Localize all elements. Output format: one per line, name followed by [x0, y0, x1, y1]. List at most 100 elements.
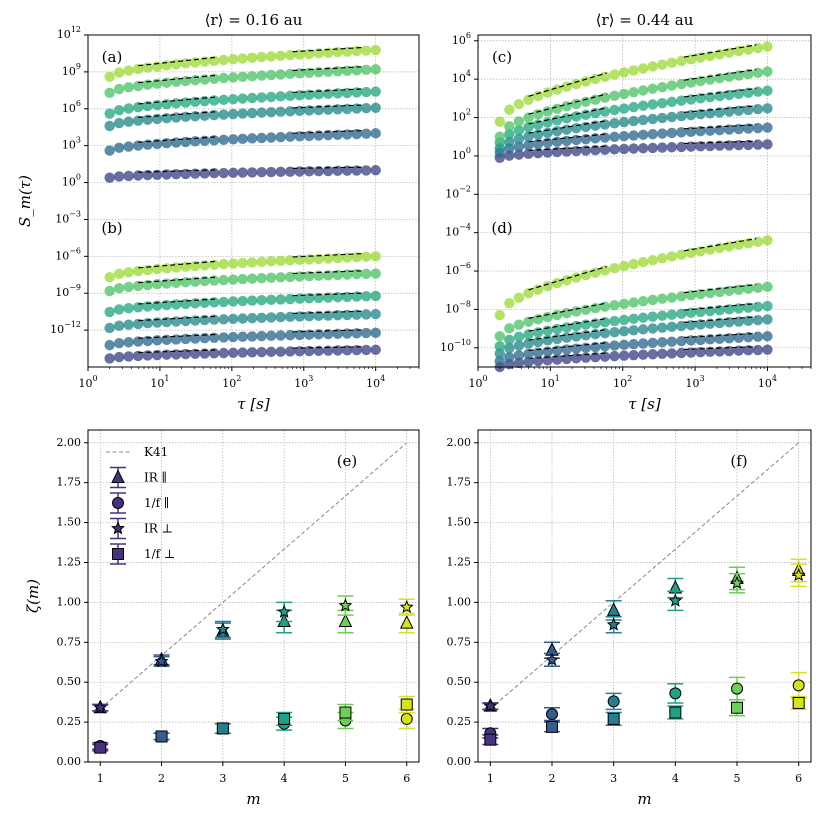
data-point — [733, 332, 744, 343]
data-point — [542, 137, 553, 149]
data-point — [551, 84, 563, 95]
data-point — [113, 304, 125, 315]
data-point — [265, 294, 277, 305]
fit-line-1f — [683, 124, 757, 130]
x-tick-label: 2 — [158, 772, 165, 785]
data-point — [762, 331, 773, 342]
data-point-circle — [546, 708, 558, 721]
data-point — [132, 140, 144, 151]
data-point — [618, 326, 630, 337]
data-point — [104, 322, 115, 334]
data-point — [762, 139, 773, 150]
data-point — [590, 267, 601, 278]
data-point — [743, 44, 754, 55]
data-point — [246, 52, 258, 63]
data-point — [151, 335, 163, 346]
data-point — [666, 96, 678, 108]
fit-line-1f — [292, 166, 365, 169]
data-point — [370, 165, 381, 176]
data-point — [513, 357, 525, 369]
data-point — [695, 126, 706, 137]
fit-line-1f — [292, 292, 365, 297]
data-point — [752, 67, 764, 79]
fit-line-ir — [138, 111, 216, 118]
data-point — [218, 167, 229, 179]
x-tick-label: 6 — [403, 772, 410, 785]
x-axis-label: m — [637, 790, 651, 808]
data-point — [657, 310, 668, 321]
data-point — [743, 332, 754, 343]
data-point — [275, 255, 286, 267]
data-point-square — [731, 701, 743, 714]
data-point — [704, 140, 716, 152]
axes-frame — [87, 429, 420, 763]
x-axis-label: τ [s] — [237, 395, 270, 413]
data-point — [275, 330, 286, 341]
data-point — [532, 284, 544, 295]
data-point-triangle — [399, 615, 414, 629]
panel-bottom-left: 1 2 3 4 5 6 0.00 0.25 0.50 0.75 1.00 1.25 1.50 1.75 2.… — [24, 429, 420, 808]
data-point — [647, 61, 658, 72]
data-point — [599, 144, 611, 155]
data-point — [504, 136, 515, 148]
data-point — [647, 99, 658, 110]
data-point-square — [484, 733, 497, 746]
data-point — [599, 92, 611, 103]
data-point — [113, 83, 125, 95]
data-point — [218, 296, 229, 308]
data-point — [360, 327, 372, 339]
data-point — [151, 113, 163, 125]
data-point — [142, 264, 153, 276]
data-point — [237, 133, 248, 145]
data-point — [123, 141, 134, 152]
data-point-circle — [731, 682, 743, 695]
y-tick-label: 100 — [62, 173, 81, 189]
data-point — [313, 253, 324, 265]
data-point — [360, 291, 372, 302]
legend-label: IR ∥ — [144, 471, 167, 485]
data-point — [647, 349, 658, 360]
data-point — [599, 301, 611, 312]
data-point-square — [792, 696, 805, 709]
data-point — [523, 348, 534, 360]
data-point — [313, 130, 324, 141]
data-point — [256, 330, 267, 342]
data-point — [704, 287, 716, 299]
data-point — [523, 329, 534, 340]
y-tick-label: 0.75 — [57, 635, 82, 648]
data-point — [618, 103, 630, 114]
data-point — [752, 122, 764, 134]
y-tick-label: 1.25 — [447, 555, 472, 568]
data-point — [657, 81, 668, 93]
data-point — [666, 336, 678, 347]
data-point — [284, 49, 296, 61]
data-point — [551, 277, 563, 289]
data-point — [762, 344, 773, 355]
data-point — [666, 348, 678, 359]
data-point — [104, 285, 115, 297]
data-point — [303, 105, 315, 116]
panel-bottom-right: 1 2 3 4 5 6 0.00 0.25 0.50 0.75 1.00 1.25 1.50 1.75 2.… — [447, 429, 812, 808]
data-point — [313, 165, 324, 177]
data-point — [246, 70, 258, 82]
panel-label: (b) — [101, 219, 122, 237]
data-point — [313, 104, 324, 116]
data-point — [637, 100, 649, 111]
data-point — [351, 45, 362, 57]
data-point — [227, 313, 239, 325]
legend-label: IR ⊥ — [144, 522, 173, 536]
data-point — [580, 133, 592, 145]
data-point — [123, 103, 134, 114]
data-point — [275, 166, 286, 178]
data-point-star — [154, 654, 169, 668]
data-point — [666, 80, 678, 91]
data-point — [275, 50, 286, 61]
data-point — [123, 303, 134, 314]
y-tick-label: 1.25 — [57, 555, 82, 568]
data-point — [284, 330, 296, 341]
data-point — [743, 68, 754, 80]
legend: K41 IR ∥ 1/f ∥ IR ⊥ 1/f ⊥ — [106, 445, 175, 565]
fit-line-ir — [138, 298, 216, 305]
data-point — [743, 87, 754, 98]
data-point — [504, 323, 515, 334]
